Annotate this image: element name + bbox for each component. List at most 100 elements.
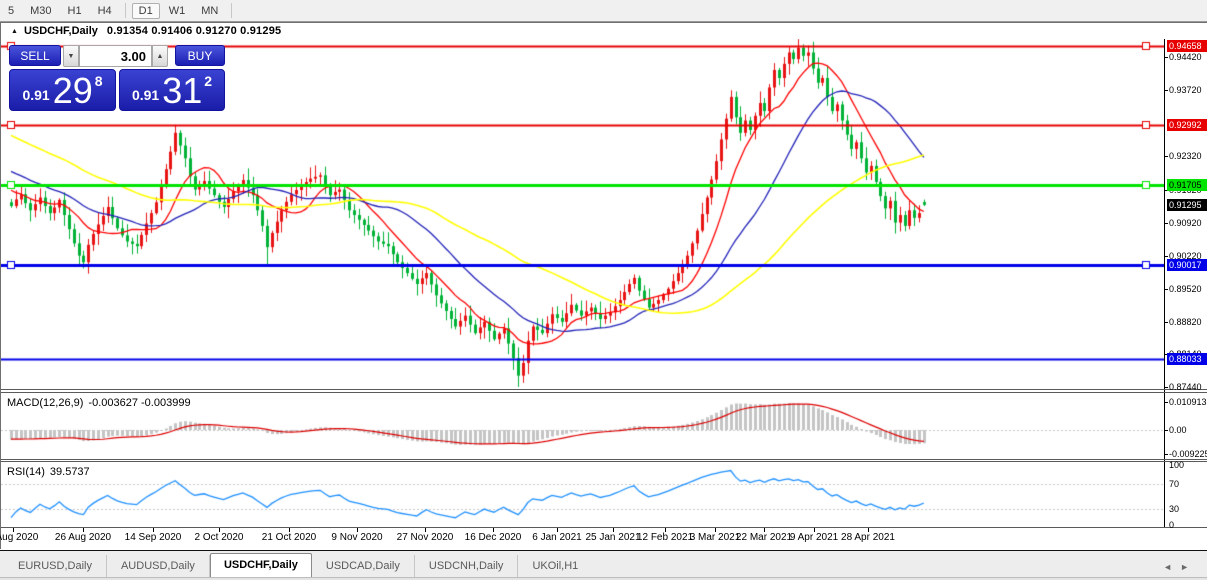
macd-axis-tick — [1164, 453, 1168, 455]
hline-price-tag: 0.92992 — [1167, 118, 1207, 131]
tab-usdcnh-daily[interactable]: USDCNH,Daily — [415, 555, 519, 577]
buy-price-main: 31 — [162, 70, 203, 111]
rsi-label: RSI(14) 39.5737 — [7, 466, 95, 478]
date-axis-tick — [425, 528, 426, 532]
date-axis-tick — [289, 528, 290, 532]
date-axis-label: 3 Mar 2021 — [689, 532, 741, 543]
sell-price-prefix: 0.91 — [22, 87, 50, 103]
volume-decrease-button[interactable]: ▼ — [63, 45, 79, 67]
macd-values: -0.003627 -0.003999 — [88, 397, 191, 409]
toolbar-separator — [231, 3, 233, 18]
date-axis-tick — [13, 528, 14, 532]
date-axis-label: 26 Aug 2020 — [54, 532, 112, 543]
hline-price-tag: 0.90017 — [1167, 259, 1207, 272]
tab-usdchf-daily[interactable]: USDCHF,Daily — [209, 553, 312, 577]
macd-axis-label: -0.009225 — [1169, 448, 1207, 459]
rsi-value: 39.5737 — [49, 466, 90, 478]
panel-separator[interactable] — [1, 389, 1207, 390]
rsi-name: RSI(14) — [7, 466, 45, 478]
chart-tab-bar: EURUSD,Daily AUDUSD,Daily USDCHF,Daily U… — [0, 550, 1207, 577]
chart-header: ▲ USDCHF,Daily 0.91354 0.91406 0.91270 0… — [1, 23, 1207, 39]
date-axis-tick — [665, 528, 666, 532]
chart-window: ▲ USDCHF,Daily 0.91354 0.91406 0.91270 0… — [0, 22, 1207, 549]
tab-scroll-right-icon[interactable]: ► — [1180, 562, 1197, 572]
rsi-axis-label: 70 — [1169, 479, 1180, 489]
tf-mn-button[interactable]: MN — [201, 4, 219, 17]
date-axis-label: 16 Dec 2020 — [464, 532, 522, 543]
buy-button[interactable]: BUY — [175, 45, 225, 66]
macd-indicator-canvas[interactable] — [1, 393, 1164, 459]
macd-label: MACD(12,26,9) -0.003627 -0.003999 — [7, 397, 196, 409]
arrow-down-icon: ▼ — [67, 52, 75, 60]
tab-eurusd-daily[interactable]: EURUSD,Daily — [4, 555, 107, 577]
price-axis-tick — [1164, 255, 1168, 257]
tf-m30-button[interactable]: M30 — [30, 4, 52, 17]
one-click-toggle-icon[interactable]: ▲ — [11, 27, 18, 35]
date-axis-label: 27 Nov 2020 — [396, 532, 454, 543]
macd-name: MACD(12,26,9) — [7, 397, 84, 409]
date-axis-tick — [715, 528, 716, 532]
rsi-indicator-canvas[interactable] — [1, 462, 1164, 527]
panel-separator[interactable] — [1, 459, 1207, 460]
price-axis-tick — [1164, 189, 1168, 191]
tf-w1-button[interactable]: W1 — [168, 4, 186, 17]
rsi-axis-label: 100 — [1169, 460, 1185, 471]
timeframe-toolbar: 5 M30 H1 H4 D1 W1 MN — [0, 0, 1207, 22]
price-axis-label: 0.90220 — [1169, 250, 1202, 261]
date-axis-tick — [814, 528, 815, 532]
date-axis-tick — [493, 528, 494, 532]
macd-axis-label: 0.00 — [1169, 425, 1187, 435]
sell-price-box[interactable]: 0.91 29 8 — [9, 69, 116, 111]
date-axis-label: 9 Apr 2021 — [789, 532, 839, 543]
date-axis-tick — [357, 528, 358, 532]
hline-price-tag: 0.88033 — [1167, 352, 1207, 365]
tf-h1-button[interactable]: H1 — [67, 4, 82, 17]
buy-price-prefix: 0.91 — [131, 87, 160, 103]
tf-m5-button[interactable]: 5 — [8, 4, 15, 17]
tab-usdcad-daily[interactable]: USDCAD,Daily — [312, 555, 415, 577]
price-axis-tick — [1164, 386, 1168, 388]
date-axis-tick — [868, 528, 869, 532]
price-axis-label: 0.94420 — [1169, 52, 1202, 63]
panel-separator — [1, 392, 1207, 393]
current-price-tag: 0.91295 — [1167, 198, 1207, 211]
tf-d1-button[interactable]: D1 — [131, 2, 160, 19]
tab-scroll-arrows: ◄► — [1163, 562, 1197, 572]
date-axis-label: 22 Mar 2021 — [735, 532, 793, 543]
price-axis-label: 0.93720 — [1169, 85, 1202, 96]
price-axis-tick — [1164, 288, 1168, 290]
arrow-up-icon: ▲ — [156, 52, 164, 60]
macd-axis-tick — [1164, 401, 1168, 403]
date-axis-label: 7 Aug 2020 — [0, 532, 39, 543]
date-axis-tick — [764, 528, 765, 532]
price-axis-tick — [1164, 57, 1168, 59]
tab-ukoil-h1[interactable]: UKOil,H1 — [532, 560, 579, 572]
panel-separator — [1, 527, 1207, 528]
sell-button[interactable]: SELL — [9, 45, 61, 66]
price-axis-border — [1164, 39, 1165, 528]
date-axis-label: 25 Jan 2021 — [585, 532, 641, 543]
tab-audusd-daily[interactable]: AUDUSD,Daily — [107, 555, 210, 577]
price-axis-tick — [1164, 321, 1168, 323]
hline-price-tag: 0.94658 — [1167, 39, 1207, 52]
price-axis-label: 0.92320 — [1169, 151, 1202, 162]
date-axis-label: 2 Oct 2020 — [194, 532, 244, 543]
tab-scroll-left-icon[interactable]: ◄ — [1163, 562, 1181, 572]
date-axis-label: 21 Oct 2020 — [261, 532, 317, 543]
date-axis-tick — [219, 528, 220, 532]
price-axis-label: 0.87440 — [1169, 381, 1202, 392]
tf-h4-button[interactable]: H4 — [97, 4, 112, 17]
rsi-axis-label: 30 — [1169, 504, 1180, 514]
price-axis-tick — [1164, 156, 1168, 158]
macd-axis-tick — [1164, 430, 1168, 431]
date-axis-label: 6 Jan 2021 — [532, 532, 582, 543]
chart-symbol-title: USDCHF,Daily — [23, 25, 98, 37]
macd-axis-label: 0.010913 — [1169, 396, 1207, 407]
volume-increase-button[interactable]: ▲ — [152, 45, 168, 67]
chart-ohlc-values: 0.91354 0.91406 0.91270 0.91295 — [106, 25, 282, 37]
buy-price-box[interactable]: 0.91 31 2 — [119, 69, 225, 111]
rsi-axis-label: 0 — [1169, 520, 1175, 530]
date-axis-label: 28 Apr 2021 — [841, 532, 895, 543]
volume-input[interactable]: 3.00 — [79, 45, 152, 67]
toolbar-separator — [124, 3, 126, 18]
